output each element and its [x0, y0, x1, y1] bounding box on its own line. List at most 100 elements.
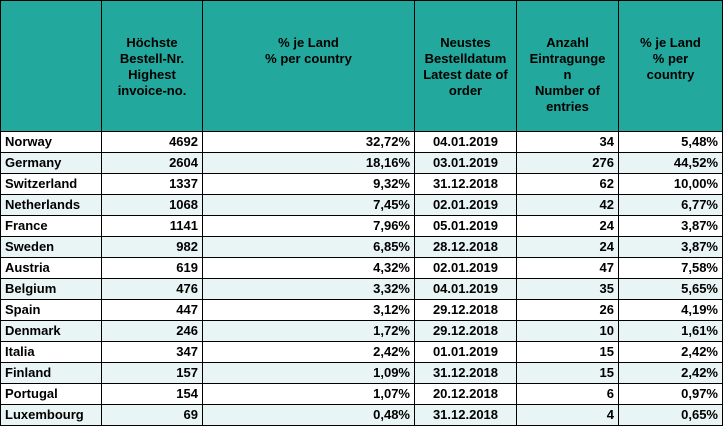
cell-percent-per-country: 0,48% [202, 404, 415, 426]
cell-percent-per-country: 3,32% [202, 278, 415, 300]
header-entries-percent-per-country: % je Land % per country [618, 0, 723, 132]
cell-percent-per-country: 3,12% [202, 299, 415, 321]
cell-highest-invoice-no: 2604 [101, 152, 203, 174]
cell-latest-order-date: 31.12.2018 [414, 173, 517, 195]
cell-country: Portugal [0, 383, 102, 405]
table-row: Spain 447 3,12% 29.12.2018 26 4,19% [0, 299, 723, 321]
cell-latest-order-date: 20.12.2018 [414, 383, 517, 405]
cell-highest-invoice-no: 157 [101, 362, 203, 384]
cell-entries-percent: 6,77% [618, 194, 723, 216]
cell-number-of-entries: 42 [516, 194, 619, 216]
table-body: Norway 4692 32,72% 04.01.2019 34 5,48% G… [0, 131, 723, 426]
header-row: Höchste Bestell-Nr. Highest invoice-no. … [0, 0, 723, 132]
cell-highest-invoice-no: 1068 [101, 194, 203, 216]
cell-country: Luxembourg [0, 404, 102, 426]
cell-latest-order-date: 04.01.2019 [414, 131, 517, 153]
cell-highest-invoice-no: 1337 [101, 173, 203, 195]
cell-country: Switzerland [0, 173, 102, 195]
cell-entries-percent: 3,87% [618, 236, 723, 258]
cell-latest-order-date: 05.01.2019 [414, 215, 517, 237]
cell-highest-invoice-no: 476 [101, 278, 203, 300]
cell-percent-per-country: 1,72% [202, 320, 415, 342]
table-row: France 1141 7,96% 05.01.2019 24 3,87% [0, 215, 723, 237]
header-country [0, 0, 102, 132]
cell-highest-invoice-no: 982 [101, 236, 203, 258]
cell-country: Spain [0, 299, 102, 321]
cell-country: Netherlands [0, 194, 102, 216]
cell-percent-per-country: 6,85% [202, 236, 415, 258]
cell-number-of-entries: 34 [516, 131, 619, 153]
cell-percent-per-country: 7,96% [202, 215, 415, 237]
cell-percent-per-country: 32,72% [202, 131, 415, 153]
cell-number-of-entries: 6 [516, 383, 619, 405]
cell-latest-order-date: 29.12.2018 [414, 320, 517, 342]
cell-percent-per-country: 2,42% [202, 341, 415, 363]
table-row: Sweden 982 6,85% 28.12.2018 24 3,87% [0, 236, 723, 258]
table-row: Finland 157 1,09% 31.12.2018 15 2,42% [0, 362, 723, 384]
header-number-of-entries: Anzahl Eintragunge n Number of entries [516, 0, 619, 132]
cell-percent-per-country: 4,32% [202, 257, 415, 279]
cell-highest-invoice-no: 347 [101, 341, 203, 363]
cell-number-of-entries: 15 [516, 341, 619, 363]
cell-entries-percent: 0,97% [618, 383, 723, 405]
cell-entries-percent: 2,42% [618, 341, 723, 363]
cell-latest-order-date: 29.12.2018 [414, 299, 517, 321]
cell-country: Italia [0, 341, 102, 363]
header-latest-order-date: Neustes Bestelldatum Latest date of orde… [414, 0, 517, 132]
header-highest-invoice-no: Höchste Bestell-Nr. Highest invoice-no. [101, 0, 203, 132]
cell-latest-order-date: 02.01.2019 [414, 194, 517, 216]
table-row: Belgium 476 3,32% 04.01.2019 35 5,65% [0, 278, 723, 300]
cell-number-of-entries: 47 [516, 257, 619, 279]
cell-latest-order-date: 28.12.2018 [414, 236, 517, 258]
cell-country: France [0, 215, 102, 237]
cell-number-of-entries: 62 [516, 173, 619, 195]
cell-number-of-entries: 24 [516, 215, 619, 237]
cell-country: Germany [0, 152, 102, 174]
cell-entries-percent: 0,65% [618, 404, 723, 426]
cell-number-of-entries: 276 [516, 152, 619, 174]
cell-highest-invoice-no: 4692 [101, 131, 203, 153]
table-row: Norway 4692 32,72% 04.01.2019 34 5,48% [0, 131, 723, 153]
cell-country: Denmark [0, 320, 102, 342]
table-row: Italia 347 2,42% 01.01.2019 15 2,42% [0, 341, 723, 363]
cell-highest-invoice-no: 447 [101, 299, 203, 321]
cell-number-of-entries: 26 [516, 299, 619, 321]
table-row: Netherlands 1068 7,45% 02.01.2019 42 6,7… [0, 194, 723, 216]
cell-entries-percent: 5,48% [618, 131, 723, 153]
cell-country: Austria [0, 257, 102, 279]
cell-latest-order-date: 31.12.2018 [414, 404, 517, 426]
cell-entries-percent: 1,61% [618, 320, 723, 342]
cell-country: Finland [0, 362, 102, 384]
table-row: Luxembourg 69 0,48% 31.12.2018 4 0,65% [0, 404, 723, 426]
cell-percent-per-country: 7,45% [202, 194, 415, 216]
cell-number-of-entries: 10 [516, 320, 619, 342]
cell-number-of-entries: 4 [516, 404, 619, 426]
cell-country: Sweden [0, 236, 102, 258]
cell-highest-invoice-no: 1141 [101, 215, 203, 237]
cell-latest-order-date: 01.01.2019 [414, 341, 517, 363]
cell-entries-percent: 44,52% [618, 152, 723, 174]
cell-percent-per-country: 1,07% [202, 383, 415, 405]
cell-latest-order-date: 02.01.2019 [414, 257, 517, 279]
cell-highest-invoice-no: 619 [101, 257, 203, 279]
cell-highest-invoice-no: 246 [101, 320, 203, 342]
cell-entries-percent: 5,65% [618, 278, 723, 300]
cell-latest-order-date: 31.12.2018 [414, 362, 517, 384]
cell-entries-percent: 4,19% [618, 299, 723, 321]
table-row: Germany 2604 18,16% 03.01.2019 276 44,52… [0, 152, 723, 174]
cell-percent-per-country: 9,32% [202, 173, 415, 195]
cell-entries-percent: 3,87% [618, 215, 723, 237]
table-row: Austria 619 4,32% 02.01.2019 47 7,58% [0, 257, 723, 279]
cell-number-of-entries: 35 [516, 278, 619, 300]
cell-country: Norway [0, 131, 102, 153]
table-row: Denmark 246 1,72% 29.12.2018 10 1,61% [0, 320, 723, 342]
header-percent-per-country: % je Land % per country [202, 0, 415, 132]
cell-highest-invoice-no: 69 [101, 404, 203, 426]
table-row: Switzerland 1337 9,32% 31.12.2018 62 10,… [0, 173, 723, 195]
cell-number-of-entries: 24 [516, 236, 619, 258]
cell-percent-per-country: 18,16% [202, 152, 415, 174]
cell-number-of-entries: 15 [516, 362, 619, 384]
cell-percent-per-country: 1,09% [202, 362, 415, 384]
cell-entries-percent: 2,42% [618, 362, 723, 384]
